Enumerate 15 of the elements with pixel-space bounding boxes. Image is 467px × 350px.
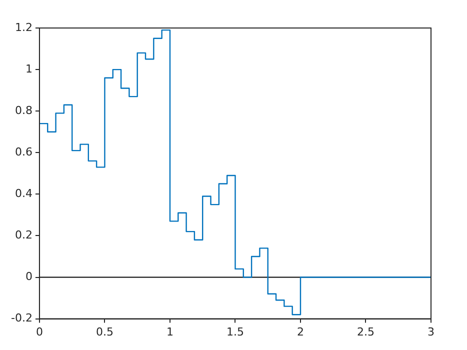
x-tick-label: 2 — [296, 325, 304, 338]
x-tick-label: 3 — [428, 325, 434, 338]
y-tick-label: 0 — [25, 270, 32, 284]
x-tick-label: 1.5 — [226, 325, 244, 338]
x-tick-label: 1 — [166, 325, 174, 338]
x-tick-label: 2.5 — [356, 325, 374, 338]
y-tick-label: -0.2 — [10, 312, 32, 325]
y-tick-label: 1 — [25, 62, 32, 76]
y-tick-label: 1.2 — [14, 20, 32, 34]
y-tick-label: 0.6 — [14, 145, 32, 158]
x-tick-label: 0 — [36, 325, 43, 338]
y-tick-label: 0.4 — [14, 187, 32, 200]
y-tick-label: 0.8 — [14, 104, 32, 117]
x-tick-label: 0.5 — [96, 325, 114, 338]
y-tick-label: 0.2 — [14, 228, 32, 242]
